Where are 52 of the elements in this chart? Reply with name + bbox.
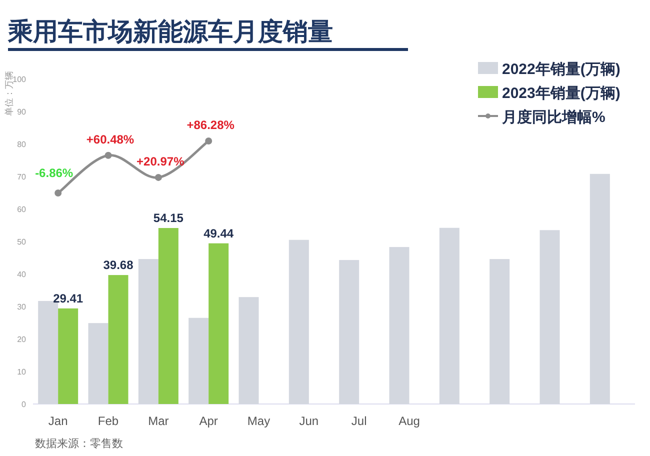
point bbox=[104, 152, 112, 159]
y-tick-label: 0 bbox=[22, 400, 27, 409]
source-note: 数据来源：零售数 bbox=[35, 437, 123, 450]
bar bbox=[208, 243, 229, 404]
legend-label: 2023年销量(万辆) bbox=[502, 85, 620, 102]
data-label: 49.44 bbox=[204, 226, 234, 240]
x-tick-label: May bbox=[247, 414, 270, 428]
legend-label: 月度同比增幅% bbox=[501, 108, 606, 126]
y-tick-label: 90 bbox=[17, 108, 27, 116]
chart-title: 乘用车市场新能源车月度销量 bbox=[7, 18, 333, 46]
y-tick-label: 80 bbox=[17, 140, 27, 149]
point bbox=[205, 138, 212, 144]
y-tick-label: 20 bbox=[17, 335, 27, 344]
bar bbox=[389, 247, 410, 404]
x-tick-label: Apr bbox=[199, 414, 218, 428]
bar bbox=[188, 318, 209, 404]
data-label: +60.48% bbox=[86, 132, 134, 146]
data-label: 39.68 bbox=[103, 258, 134, 272]
data-label: +20.97% bbox=[136, 154, 185, 168]
x-tick-label: Jan bbox=[48, 414, 68, 428]
x-tick-label: Aug bbox=[398, 414, 420, 428]
y-tick-label: 100 bbox=[12, 75, 27, 84]
bar bbox=[238, 297, 259, 404]
bar bbox=[339, 260, 360, 404]
x-tick-label: Jun bbox=[299, 414, 319, 428]
data-label: 54.15 bbox=[153, 211, 184, 226]
x-tick-label: Mar bbox=[148, 414, 169, 428]
legend-label: 2022年销量(万辆) bbox=[502, 61, 620, 78]
bar bbox=[58, 308, 78, 404]
y-tick-label: 40 bbox=[17, 270, 27, 279]
bar bbox=[158, 228, 178, 404]
bar bbox=[540, 230, 560, 404]
bar bbox=[138, 259, 158, 404]
y-tick-label: 70 bbox=[17, 172, 27, 182]
data-label: +86.28% bbox=[186, 118, 235, 132]
y-tick-label: 60 bbox=[17, 205, 27, 214]
bar bbox=[590, 174, 610, 404]
y-tick-label: 30 bbox=[17, 302, 27, 312]
y-axis-title: 单位：万辆 bbox=[4, 71, 14, 116]
x-tick-label: Feb bbox=[98, 414, 119, 428]
bar bbox=[288, 240, 309, 404]
x-tick-label: Jul bbox=[351, 414, 367, 428]
point bbox=[154, 174, 162, 181]
y-tick-label: 50 bbox=[17, 238, 27, 246]
bar bbox=[490, 259, 510, 404]
bar bbox=[108, 275, 128, 404]
bar bbox=[88, 323, 108, 404]
bar bbox=[439, 228, 460, 404]
point bbox=[54, 190, 62, 196]
data-label: 29.41 bbox=[53, 291, 84, 306]
data-label: -6.86% bbox=[35, 166, 74, 180]
y-tick-label: 10 bbox=[17, 368, 27, 376]
